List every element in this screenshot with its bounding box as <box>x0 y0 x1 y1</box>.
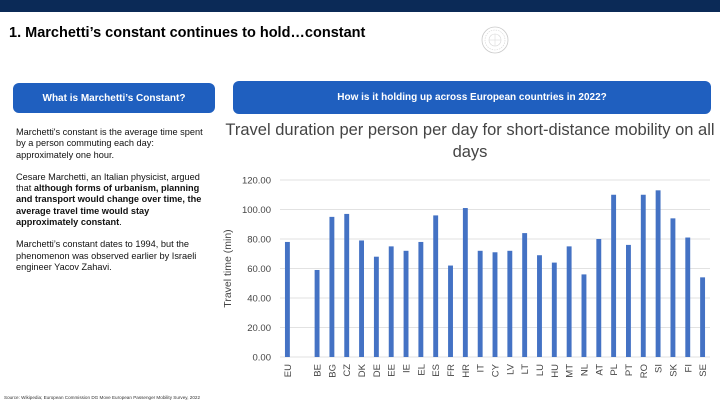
x-tick-label: LU <box>535 364 546 376</box>
bar <box>462 208 468 357</box>
x-tick-label: CY <box>491 363 502 377</box>
x-tick-label: EE <box>387 364 398 377</box>
x-tick-label: PL <box>609 364 620 376</box>
paragraph-marchetti-intro: Cesare Marchetti, an Italian physicist, … <box>16 171 200 194</box>
bar <box>551 262 557 357</box>
top-banner <box>0 0 720 12</box>
x-tick-label: SE <box>698 364 709 377</box>
paragraph-history: Marchetti’s constant dates to 1994, but … <box>16 239 197 272</box>
x-tick-label: ES <box>431 364 442 377</box>
x-tick-label: EL <box>416 364 427 376</box>
bar <box>314 269 320 357</box>
y-tick-label: 80.00 <box>247 235 271 246</box>
y-tick-label: 40.00 <box>247 294 271 305</box>
bar <box>581 274 587 357</box>
paragraph-definition: Marchetti's constant is the average time… <box>16 127 203 160</box>
y-tick-label: 20.00 <box>247 323 271 334</box>
x-tick-label: SI <box>654 364 665 373</box>
page-title: 1. Marchetti’s constant continues to hol… <box>9 25 366 41</box>
x-tick-label: CZ <box>342 364 353 377</box>
bar <box>344 213 350 357</box>
x-tick-label: RO <box>639 364 650 378</box>
x-tick-label: DK <box>357 363 368 377</box>
explanation-text: Marchetti's constant is the average time… <box>16 127 206 284</box>
y-tick-label: 60.00 <box>247 264 271 275</box>
bar <box>284 241 290 357</box>
bar <box>655 190 661 357</box>
y-axis-label: Travel time (min) <box>222 229 234 307</box>
x-tick-label: AT <box>594 364 605 376</box>
bar <box>359 240 364 357</box>
y-tick-label: 120.00 <box>242 176 271 187</box>
bar <box>418 241 424 357</box>
x-tick-label: HR <box>461 364 472 378</box>
bar <box>448 265 453 357</box>
x-tick-label: FR <box>446 364 457 377</box>
bar <box>611 194 617 357</box>
europe-heading: How is it holding up across European cou… <box>233 81 711 114</box>
bar-chart: 0.00 20.00 40.00 60.00 80.00 100.00 120.00 Trav… <box>222 176 710 378</box>
x-tick-label: EU <box>283 364 294 377</box>
x-tick-label: LV <box>505 363 516 375</box>
bar <box>329 216 335 357</box>
x-tick-label: NL <box>579 364 590 376</box>
x-tick-label: IE <box>402 364 413 373</box>
what-is-heading: What is Marchetti’s Constant? <box>13 83 215 113</box>
bar <box>477 250 483 357</box>
paragraph-marchetti: Cesare Marchetti, an Italian physicist, … <box>16 172 206 228</box>
bar <box>522 233 528 357</box>
x-tick-label: LT <box>520 364 531 375</box>
bar <box>566 246 572 357</box>
bar <box>596 239 602 357</box>
paragraph-marchetti-emphasis: although forms of urbanism, planning and… <box>16 183 202 228</box>
source-note: Source: Wikipedia; European Commission D… <box>4 395 201 400</box>
chart-title: Travel duration per person per day for s… <box>225 121 715 161</box>
y-tick-label: 0.00 <box>253 353 272 364</box>
bar <box>640 194 646 357</box>
x-tick-label: MT <box>565 364 576 378</box>
bar <box>373 256 379 357</box>
bar <box>507 250 513 357</box>
bar <box>670 218 676 357</box>
x-tick-label: FI <box>683 364 694 372</box>
x-tick-label: BE <box>313 364 324 377</box>
x-tick-label: BG <box>327 364 338 378</box>
bar <box>492 252 498 357</box>
bar <box>700 277 706 357</box>
y-tick-label: 100.00 <box>242 205 271 216</box>
x-tick-label: IT <box>476 364 487 373</box>
bar <box>403 250 409 357</box>
x-tick-label: SK <box>668 363 679 376</box>
seal-icon <box>481 26 509 54</box>
paragraph-marchetti-end: . <box>119 217 122 228</box>
x-tick-label: DE <box>372 364 383 377</box>
x-tick-label: HU <box>550 364 561 378</box>
bar <box>626 244 631 357</box>
x-tick-label: PT <box>624 364 635 376</box>
bar <box>537 255 542 357</box>
bar <box>433 215 439 357</box>
bar <box>388 246 394 357</box>
bar <box>685 237 691 357</box>
